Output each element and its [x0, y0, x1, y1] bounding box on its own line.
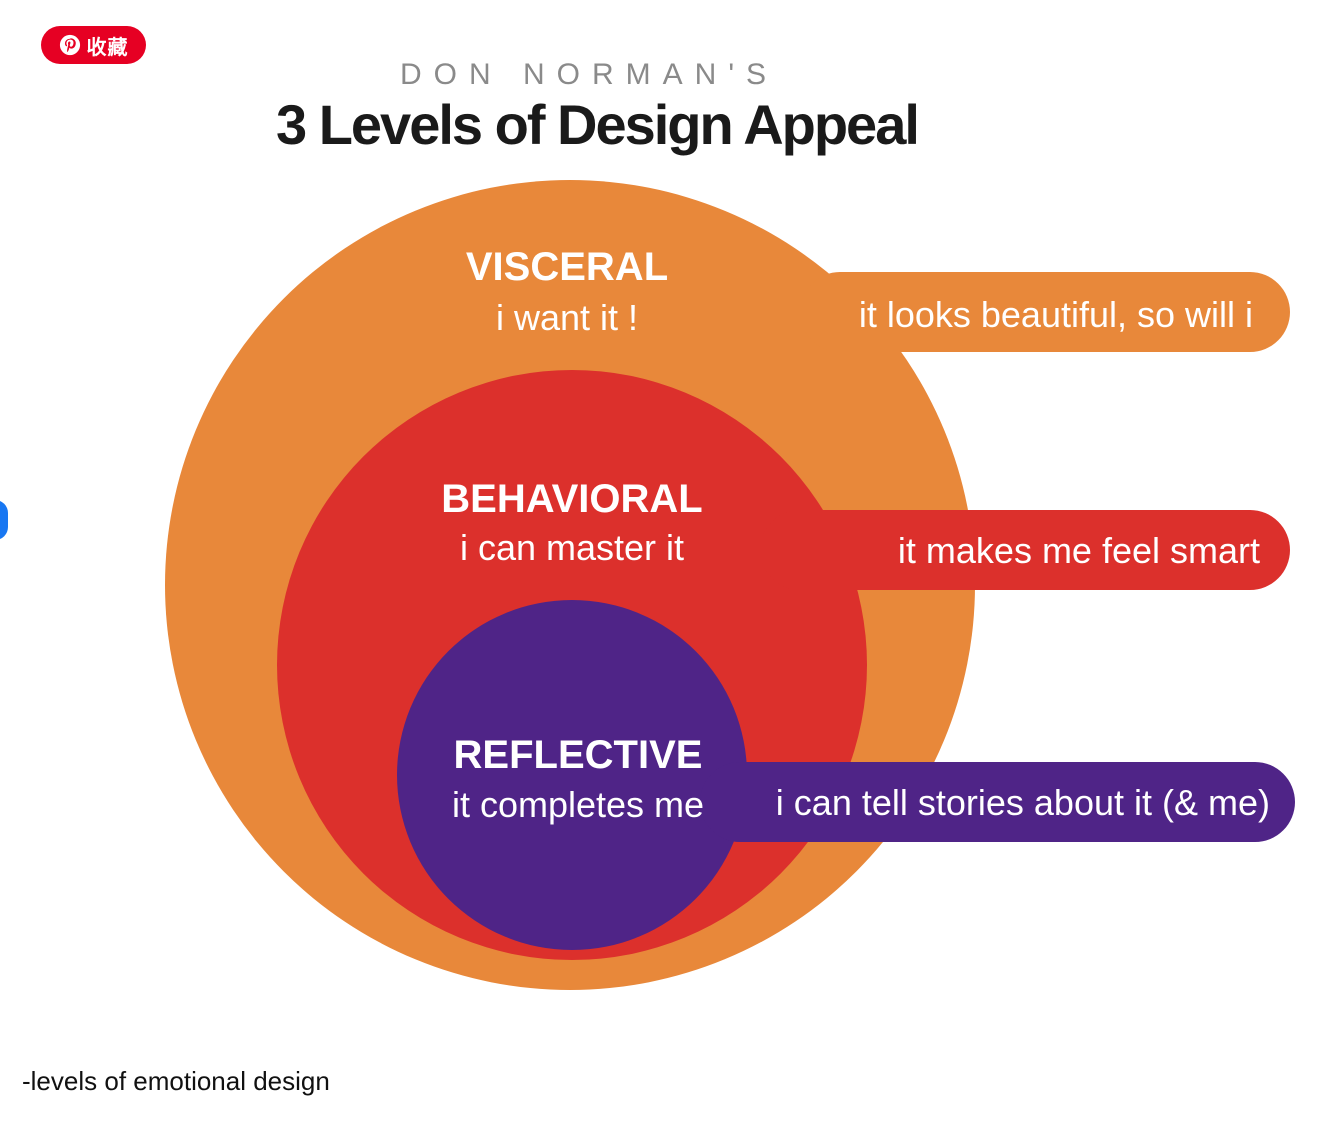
reflective-tagline-pill: [700, 762, 1295, 842]
reflective-circle: [397, 600, 747, 950]
visceral-tagline-pill: [800, 272, 1290, 352]
pinterest-icon: [59, 34, 80, 56]
image-caption: -levels of emotional design: [22, 1066, 330, 1096]
behavioral-heading: BEHAVIORAL: [441, 477, 702, 521]
visceral-subtitle: i want it !: [496, 297, 638, 338]
behavioral-tagline: it makes me feel smart: [898, 530, 1260, 571]
behavioral-tagline-pill: [760, 510, 1290, 590]
reflective-tagline: i can tell stories about it (& me): [776, 782, 1270, 823]
reflective-heading: REFLECTIVE: [454, 733, 703, 777]
visceral-heading: VISCERAL: [466, 245, 668, 289]
side-handle-dot[interactable]: [0, 500, 8, 540]
pinterest-save-label: 收藏: [86, 34, 129, 59]
reflective-subtitle: it completes me: [452, 784, 704, 825]
visceral-tagline: it looks beautiful, so will i: [859, 294, 1253, 335]
diagram-overline: DON NORMAN'S: [400, 58, 779, 91]
behavioral-subtitle: i can master it: [460, 527, 684, 568]
pinterest-save-button[interactable]: 收藏: [41, 26, 146, 64]
diagram-title: 3 Levels of Design Appeal: [276, 93, 920, 156]
